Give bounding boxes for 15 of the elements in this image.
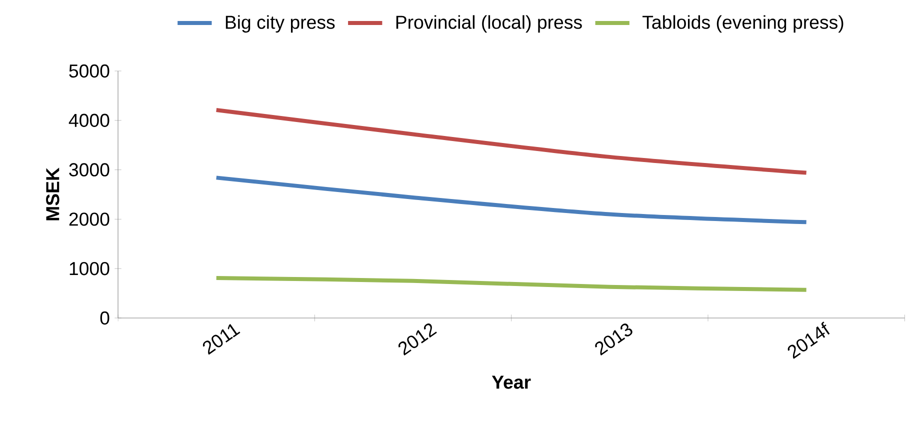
- y-tick-label: 2000: [69, 212, 110, 226]
- y-axis-title: MSEK: [46, 168, 60, 220]
- legend-label: Big city press: [226, 15, 335, 33]
- line-series: [214, 108, 808, 175]
- y-tick-label: 4000: [68, 114, 110, 128]
- legend-label: Tabloids (evening press): [642, 15, 844, 33]
- line-series: [214, 176, 808, 224]
- x-tick-label: 2011: [202, 324, 240, 355]
- legend-label: Provincial (local) press: [396, 15, 582, 33]
- line-series: [214, 276, 808, 292]
- y-tick-label: 3000: [69, 163, 110, 176]
- y-tick-label: 1000: [70, 262, 110, 276]
- y-tick-label: 0: [100, 311, 110, 325]
- x-axis-title: Year: [492, 376, 531, 389]
- y-tick-label: 5000: [69, 64, 110, 78]
